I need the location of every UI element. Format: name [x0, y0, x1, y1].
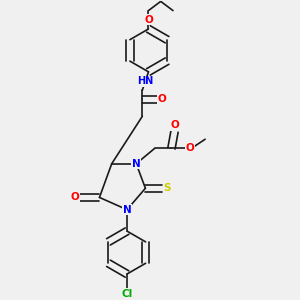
Text: N: N — [123, 205, 131, 215]
Text: O: O — [144, 15, 153, 25]
Text: N: N — [132, 159, 141, 169]
Text: O: O — [170, 120, 179, 130]
Text: O: O — [158, 94, 167, 104]
Text: O: O — [70, 192, 79, 203]
Text: Cl: Cl — [122, 289, 133, 299]
Text: O: O — [185, 143, 194, 153]
Text: S: S — [163, 183, 171, 193]
Text: HN: HN — [137, 76, 154, 86]
